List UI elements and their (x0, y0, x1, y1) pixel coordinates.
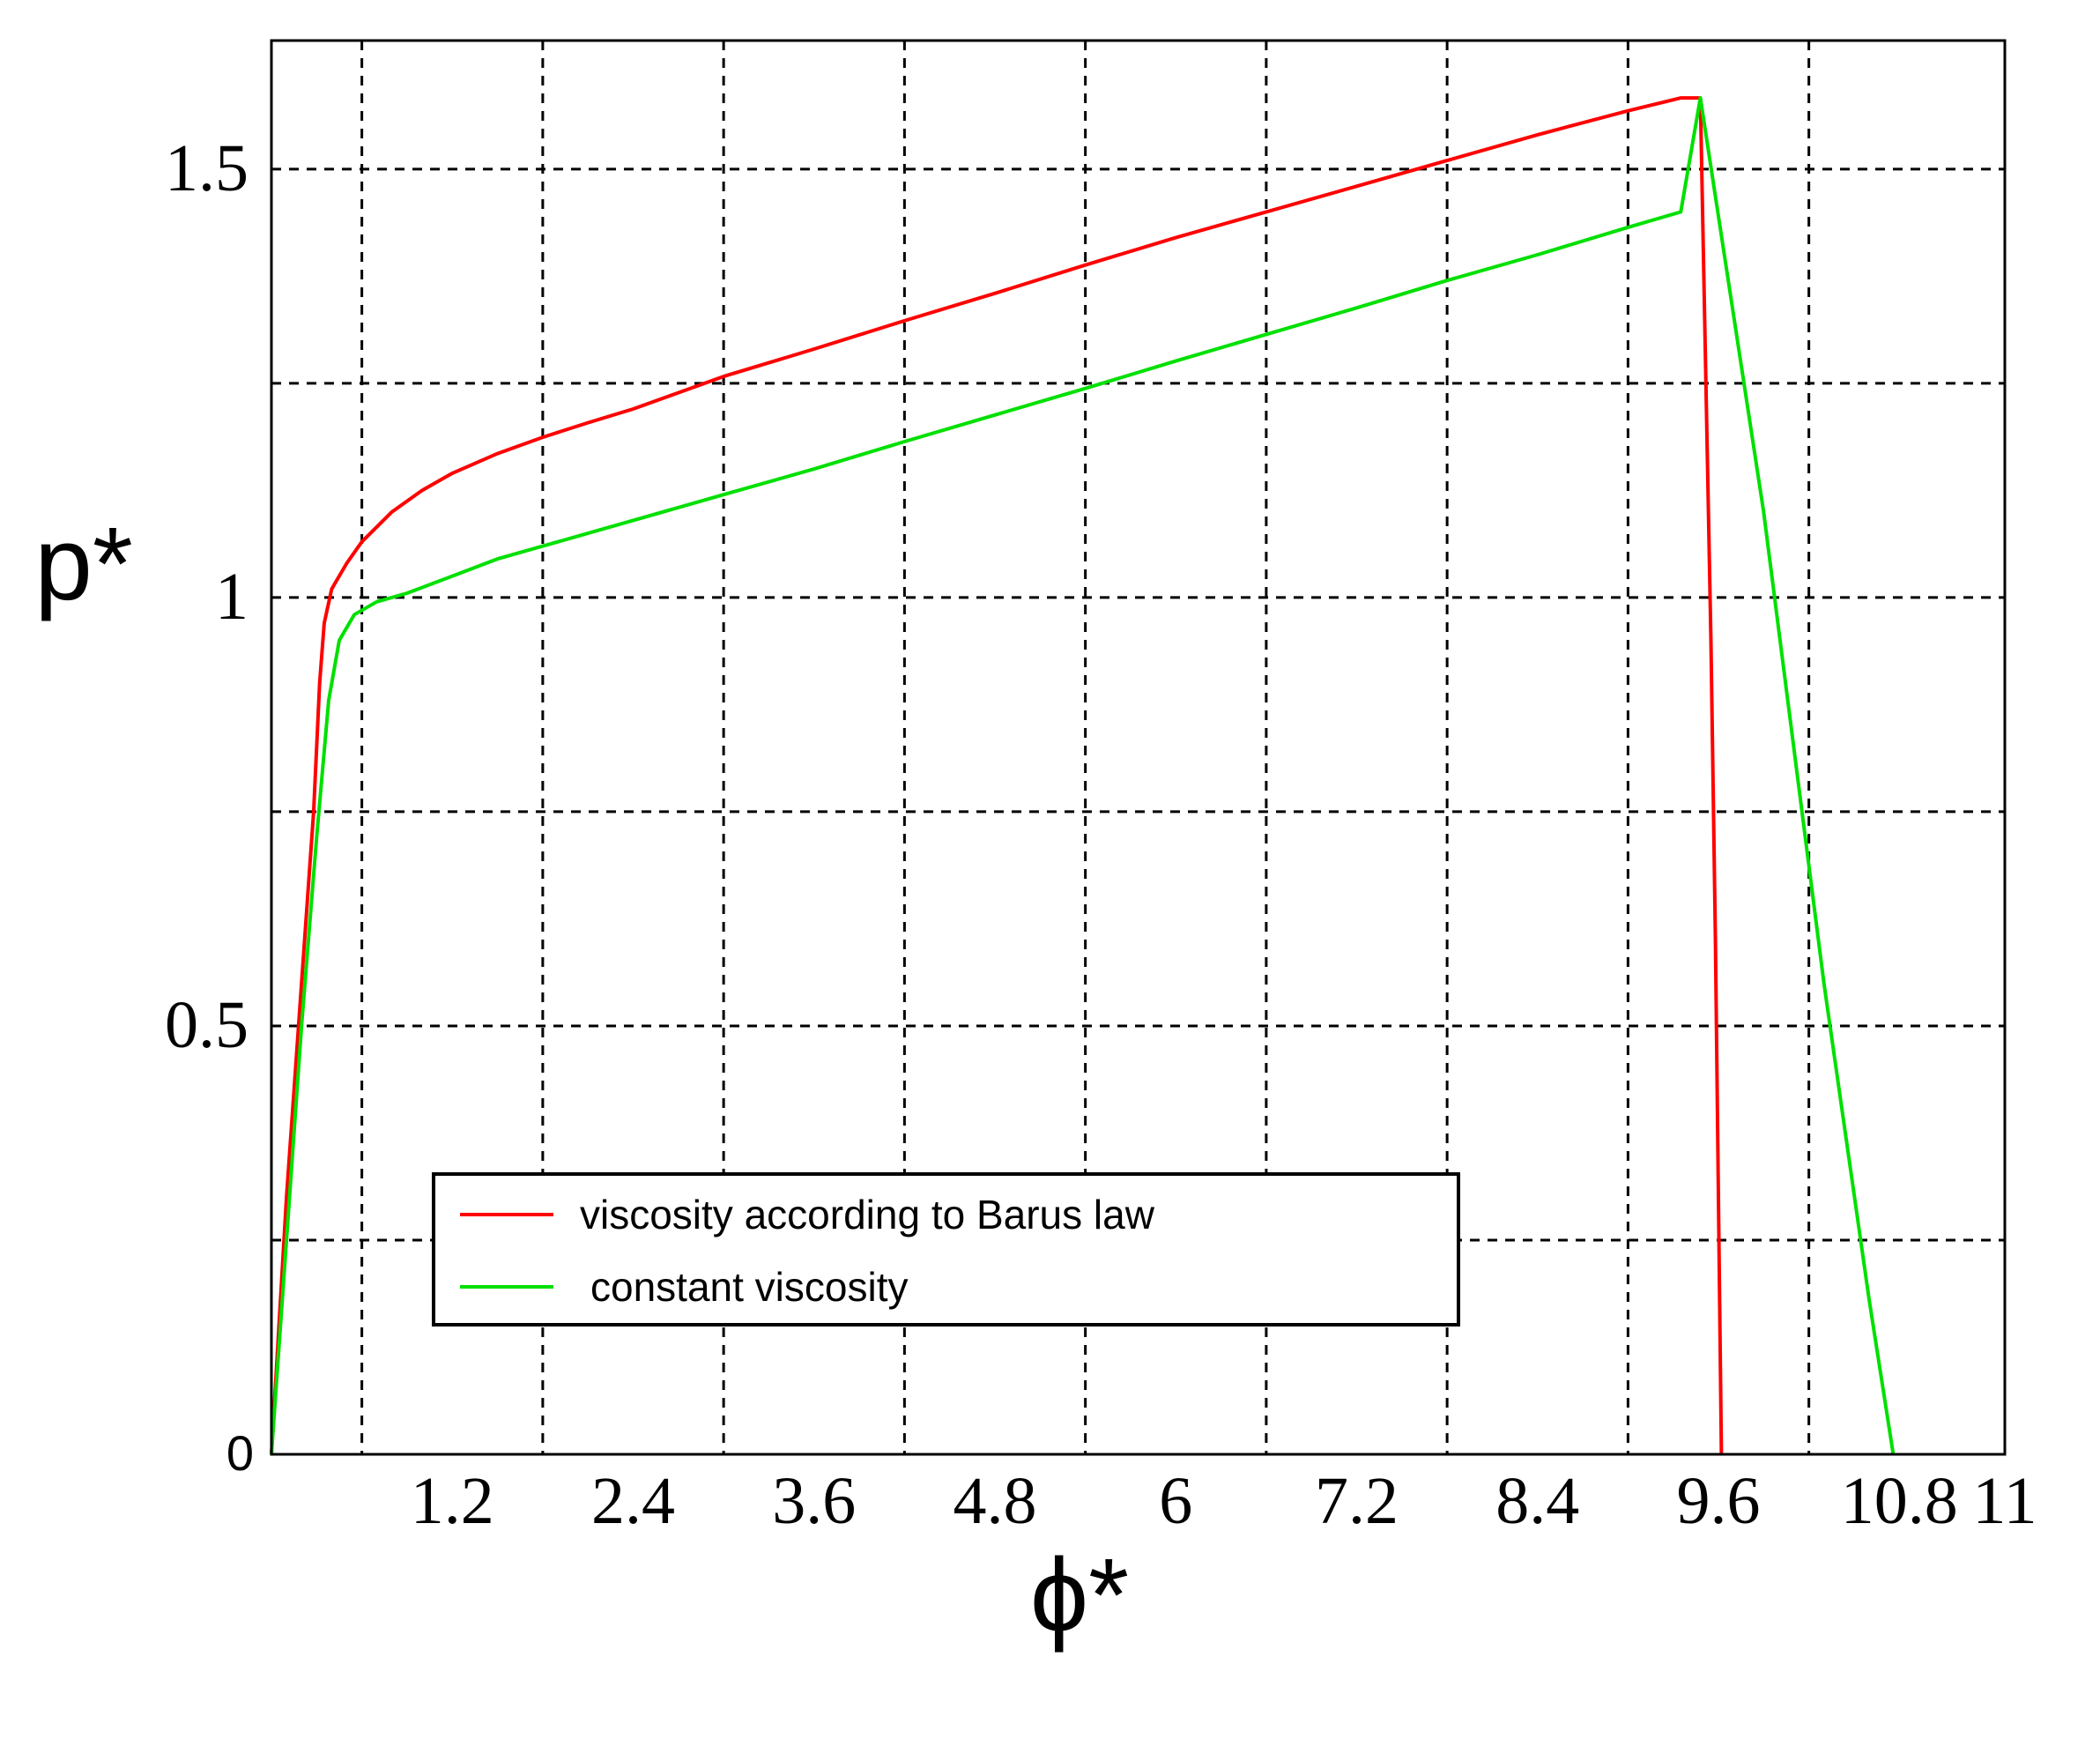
legend-label-constant: constant viscosity (590, 1264, 908, 1310)
x-tick-label: 7.2 (1315, 1464, 1399, 1538)
x-tick-label: 11 (1972, 1464, 2037, 1538)
legend: viscosity according to Barus law constan… (432, 1172, 1460, 1327)
y-tick-label: 0.5 (165, 988, 249, 1062)
tick-labels: 1.2 2.4 3.6 4.8 6 7.2 8.4 9.6 10.8 11 0 0.5 1 1.5 (165, 131, 2037, 1538)
legend-box (432, 1172, 1460, 1327)
y-tick-label: 1.5 (165, 131, 249, 205)
x-tick-label: 10.8 (1841, 1464, 1958, 1538)
x-tick-label: 3.6 (772, 1464, 856, 1538)
legend-label-barus: viscosity according to Barus law (580, 1192, 1155, 1237)
x-tick-label: 2.4 (591, 1464, 675, 1538)
y-tick-label: 1 (215, 560, 249, 634)
series-lines (270, 96, 1896, 1455)
x-tick-label: 9.6 (1677, 1464, 1761, 1538)
x-tick-label: 4.8 (954, 1464, 1037, 1538)
x-tick-label: 8.4 (1495, 1464, 1579, 1538)
x-axis-title: ϕ* (1030, 1537, 1129, 1654)
x-tick-label: 1.2 (411, 1464, 494, 1538)
y-tick-label: 0 (226, 1425, 254, 1481)
series-line-1 (270, 96, 1896, 1455)
x-tick-label: 6 (1159, 1464, 1192, 1538)
plot-frame (270, 39, 2007, 1456)
y-axis-title: p* (34, 506, 133, 622)
series-line-0 (270, 96, 1724, 1455)
